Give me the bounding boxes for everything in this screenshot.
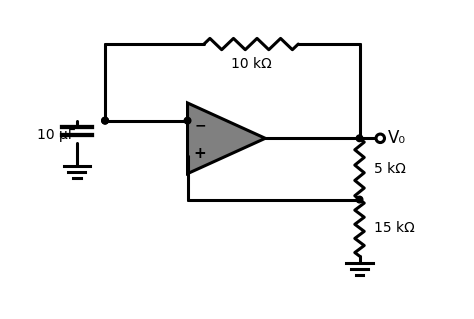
Text: 10 μF: 10 μF bbox=[36, 129, 75, 143]
Text: 15 kΩ: 15 kΩ bbox=[374, 221, 414, 235]
Text: +: + bbox=[194, 146, 207, 161]
Circle shape bbox=[102, 117, 109, 124]
Text: V₀: V₀ bbox=[388, 129, 406, 147]
Text: 10 kΩ: 10 kΩ bbox=[231, 57, 272, 71]
Text: −: − bbox=[194, 119, 206, 133]
Circle shape bbox=[102, 117, 109, 124]
Polygon shape bbox=[188, 103, 265, 174]
Circle shape bbox=[184, 117, 191, 124]
Circle shape bbox=[356, 196, 363, 203]
Circle shape bbox=[376, 134, 384, 143]
Circle shape bbox=[356, 135, 363, 142]
Text: 5 kΩ: 5 kΩ bbox=[374, 162, 406, 176]
